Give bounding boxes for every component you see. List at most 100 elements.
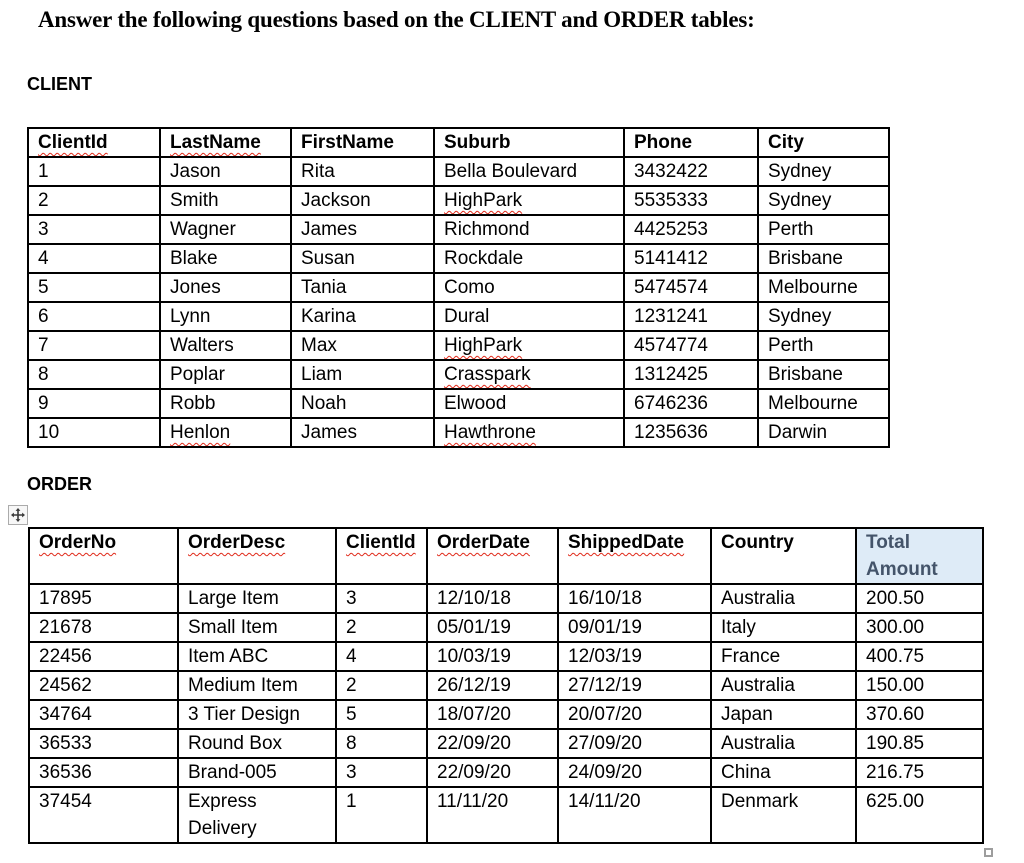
header-cell-city: City [757,127,890,158]
cell-text: Perth [768,219,814,240]
cell-text: 21678 [39,617,92,638]
cell-text: Dural [444,306,490,327]
cell-text: 27/12/19 [568,675,642,696]
table-row: 5 Jones Tania Como 5474574 Melbourne [27,272,890,303]
table-row: 37454 Express Delivery 1 11/11/20 14/11/20 De… [28,786,984,844]
table-resize-handle[interactable] [984,848,993,857]
table-row: 4 Blake Susan Rockdale 5141412 Brisbane [27,243,890,274]
cell-text: 22456 [39,646,92,667]
cell-text: 200.50 [866,588,925,609]
cell-text: 190.85 [866,733,925,754]
cell-text: Jones [170,277,221,298]
cell-text: 16/10/18 [568,588,642,609]
cell-text: 1 [346,791,357,812]
cell-text: 22/09/20 [437,733,511,754]
cell-text: 150.00 [866,675,925,696]
cell-text: Perth [768,335,814,356]
client-table-label: CLIENT [27,74,92,94]
table-cell: Karina [290,301,435,332]
table-cell: 2 [335,670,428,701]
cell-text: 09/01/19 [568,617,642,638]
table-cell: 16/10/18 [557,583,712,614]
cell-text: Denmark [721,791,799,812]
cell-text: 9 [38,393,49,414]
cell-text: Wagner [170,219,236,240]
cell-text: Crasspark [444,364,531,385]
table-cell: Como [433,272,625,303]
header-cell-lastname: LastName [159,127,292,158]
cell-text: 1235636 [634,422,708,443]
cell-text: Italy [721,617,756,638]
table-cell: Noah [290,388,435,419]
table-cell: 14/11/20 [557,786,712,844]
cell-text: Express Delivery [188,791,257,839]
cell-text: Melbourne [768,277,858,298]
table-cell: Hawthrone [433,417,625,448]
table-cell: Sydney [757,301,890,332]
cell-text: Medium Item [188,675,298,696]
cell-text: Max [301,335,337,356]
header-text: OrderDesc [188,532,286,553]
header-text: Country [721,532,794,553]
table-cell: Australia [710,583,857,614]
table-cell: Rita [290,156,435,187]
client-table: ClientId LastName FirstName Suburb Phone City… [27,127,890,448]
cell-text: 2 [346,617,357,638]
table-cell: Rockdale [433,243,625,274]
table-cell: China [710,757,857,788]
table-cell: 1 [335,786,428,844]
table-cell: Brisbane [757,359,890,390]
cell-text: Karina [301,306,356,327]
table-cell: 1 [27,156,161,187]
header-cell-suburb: Suburb [433,127,625,158]
cell-text: Large Item [188,588,279,609]
table-row: 36536 Brand-005 3 22/09/20 24/09/20 China 216.… [28,757,984,788]
table-cell: Item ABC [177,641,337,672]
table-cell: France [710,641,857,672]
table-cell: 11/11/20 [426,786,559,844]
cell-text: Small Item [188,617,278,638]
table-cell: 5141412 [623,243,759,274]
table-cell: 36536 [28,757,179,788]
table-move-handle-icon[interactable] [8,505,28,525]
table-cell: Sydney [757,185,890,216]
table-cell: 22/09/20 [426,728,559,759]
cell-text: 3 [38,219,49,240]
table-cell: Richmond [433,214,625,245]
table-cell: 3432422 [623,156,759,187]
cell-text: 5141412 [634,248,708,269]
table-cell: Perth [757,214,890,245]
table-row: 2 Smith Jackson HighPark 5535333 Sydney [27,185,890,216]
table-cell: 6746236 [623,388,759,419]
cell-text: Round Box [188,733,283,754]
cell-text: 26/12/19 [437,675,511,696]
table-cell: 12/10/18 [426,583,559,614]
table-cell: Round Box [177,728,337,759]
table-cell: 200.50 [855,583,984,614]
cell-text: 4425253 [634,219,708,240]
table-cell: HighPark [433,330,625,361]
table-cell: Melbourne [757,388,890,419]
cell-text: 3432422 [634,161,708,182]
table-cell: Melbourne [757,272,890,303]
table-cell: 370.60 [855,699,984,730]
cell-text: China [721,762,771,783]
cell-text: 36536 [39,762,92,783]
cell-text: Robb [170,393,216,414]
cell-text: 1 [38,161,49,182]
header-text: Phone [634,132,693,153]
header-cell-orderno: OrderNo [28,527,179,585]
table-row: 1 Jason Rita Bella Boulevard 3432422 Sydney [27,156,890,187]
table-cell: 1231241 [623,301,759,332]
table-cell: Australia [710,728,857,759]
table-row: 36533 Round Box 8 22/09/20 27/09/20 Australia… [28,728,984,759]
cell-text: Australia [721,588,795,609]
table-cell: 3 [27,214,161,245]
table-row: 10 Henlon James Hawthrone 1235636 Darwin [27,417,890,448]
cell-text: 27/09/20 [568,733,642,754]
header-cell-firstname: FirstName [290,127,435,158]
header-cell-total-amount: Total Amount [855,527,984,585]
table-cell: Sydney [757,156,890,187]
table-cell: 400.75 [855,641,984,672]
table-cell: 4 [335,641,428,672]
